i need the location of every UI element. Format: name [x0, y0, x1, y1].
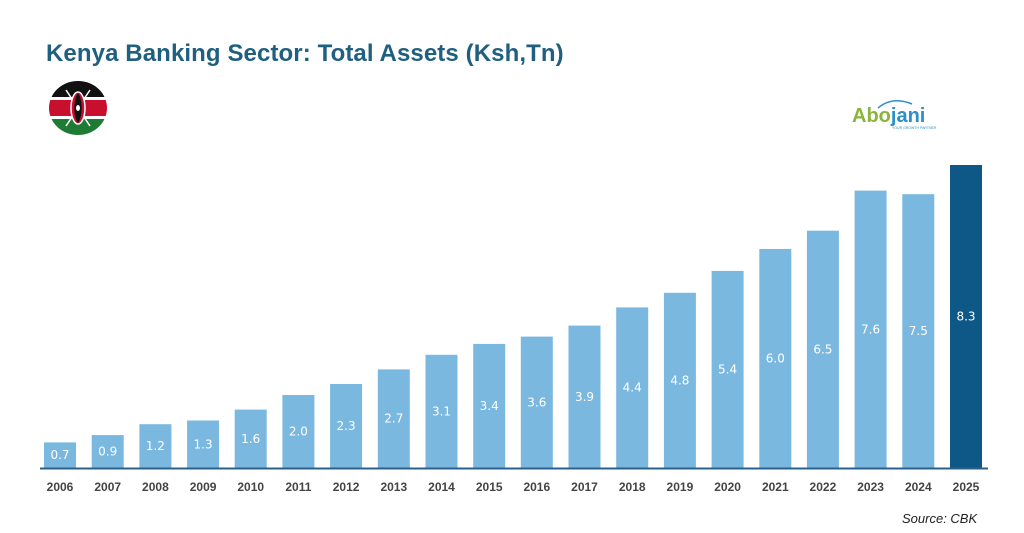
bar-2012 — [330, 384, 363, 468]
bar-value-label: 3.1 — [432, 404, 451, 418]
bar-2011 — [282, 395, 315, 468]
bar-value-label: 8.3 — [956, 310, 975, 324]
x-tick-label: 2019 — [667, 480, 694, 494]
bar-value-label: 3.6 — [527, 395, 546, 409]
bar-value-label: 3.4 — [480, 399, 499, 413]
bar-2019 — [663, 292, 696, 468]
bar-2010 — [234, 409, 267, 468]
bar-value-label: 1.3 — [194, 437, 213, 451]
abojani-logo: Abojani YOUR GROWTH PARTNER — [852, 98, 952, 132]
x-tick-label: 2008 — [142, 480, 169, 494]
x-tick-label: 2022 — [810, 480, 837, 494]
bar-2021 — [759, 249, 792, 468]
x-tick-label: 2016 — [523, 480, 550, 494]
x-tick-label: 2010 — [237, 480, 264, 494]
x-tick-label: 2009 — [190, 480, 217, 494]
bar-2022 — [806, 230, 839, 468]
bar-value-label: 5.4 — [718, 362, 737, 376]
bar-2016 — [520, 336, 553, 468]
bar-value-label: 6.5 — [813, 342, 832, 356]
bar-value-label: 4.4 — [623, 381, 642, 395]
x-tick-label: 2018 — [619, 480, 646, 494]
bar-value-label: 2.3 — [337, 419, 356, 433]
logo-tagline: YOUR GROWTH PARTNER — [892, 126, 937, 130]
bar-value-label: 6.0 — [766, 352, 785, 366]
bar-2024 — [902, 194, 935, 468]
x-tick-label: 2014 — [428, 480, 455, 494]
bar-value-label: 2.7 — [384, 412, 403, 426]
x-tick-label: 2023 — [857, 480, 884, 494]
x-tick-label: 2007 — [94, 480, 121, 494]
source-note: Source: CBK — [902, 511, 978, 526]
bar-2018 — [616, 307, 649, 468]
kenya-flag-icon — [49, 81, 107, 135]
bar-value-label: 1.6 — [241, 432, 260, 446]
chart-title: Kenya Banking Sector: Total Assets (Ksh,… — [46, 40, 564, 67]
bar-value-label: 1.2 — [146, 439, 165, 453]
logo-part2: jani — [890, 105, 925, 127]
x-tick-label: 2017 — [571, 480, 598, 494]
x-tick-label: 2024 — [905, 480, 932, 494]
x-tick-label: 2020 — [714, 480, 741, 494]
x-tick-label: 2011 — [285, 480, 311, 494]
bar-2014 — [425, 354, 458, 468]
bar-value-label: 7.5 — [909, 324, 928, 338]
bar-value-label: 0.7 — [50, 448, 69, 462]
svg-text:Abojani: Abojani — [852, 105, 925, 127]
x-tick-label: 2025 — [953, 480, 980, 494]
bar-2007 — [91, 435, 124, 468]
logo-part1: Abo — [852, 105, 891, 127]
bar-2009 — [187, 420, 220, 468]
bar-value-label: 2.0 — [289, 425, 308, 439]
bar-2006 — [44, 442, 76, 468]
bar-value-label: 7.6 — [861, 322, 880, 336]
bar-2015 — [473, 343, 506, 468]
x-tick-label: 2006 — [47, 480, 74, 494]
bar-value-label: 3.9 — [575, 390, 594, 404]
x-tick-label: 2012 — [333, 480, 360, 494]
bar-2008 — [139, 424, 172, 468]
x-tick-label: 2015 — [476, 480, 503, 494]
x-tick-label: 2013 — [380, 480, 407, 494]
bar-value-label: 4.8 — [670, 373, 689, 387]
bar-2017 — [568, 325, 601, 468]
bar-2023 — [854, 190, 887, 468]
bar-2013 — [377, 369, 410, 468]
bar-2025 — [950, 165, 982, 468]
x-tick-label: 2021 — [762, 480, 789, 494]
bar-value-label: 0.9 — [98, 445, 117, 459]
bar-2020 — [711, 270, 744, 468]
